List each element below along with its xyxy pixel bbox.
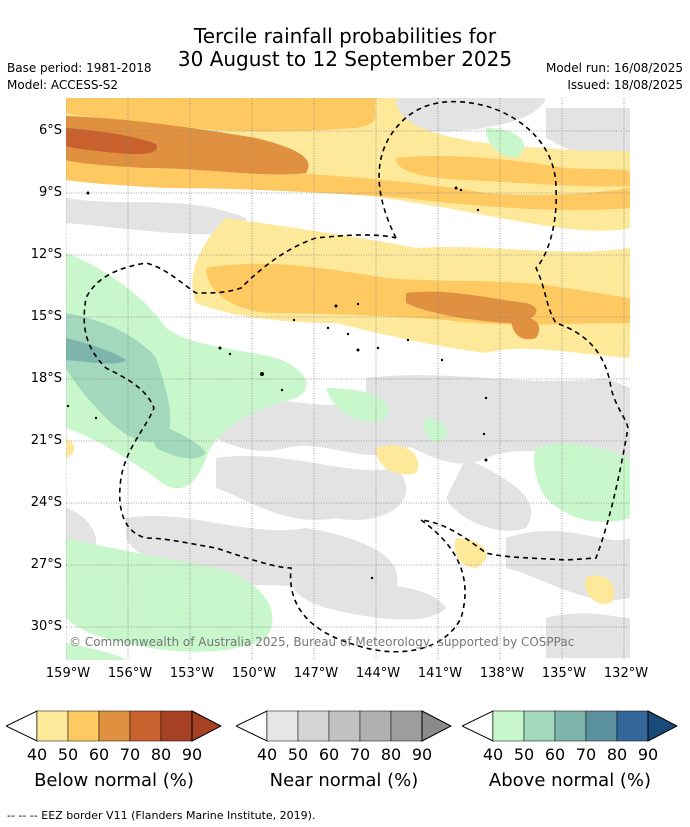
below-normal-70-layer — [66, 128, 157, 155]
legend-tick: 60 — [544, 745, 566, 764]
legend-tick: 90 — [411, 745, 433, 764]
above-normal-60-layer — [66, 338, 126, 364]
issued-date: Issued: 18/08/2025 — [567, 78, 683, 92]
lat-label: 18°S — [30, 371, 62, 386]
legend-tick: 50 — [287, 745, 309, 764]
legend-tick: 50 — [57, 745, 79, 764]
lat-label: 27°S — [30, 557, 62, 572]
model-name: Model: ACCESS-S2 — [7, 78, 119, 92]
lon-label: 138°W — [479, 666, 525, 681]
lon-label: 135°W — [541, 666, 587, 681]
eez-border — [83, 100, 629, 653]
legend-below-normal-title: Below normal (%) — [34, 770, 194, 791]
lon-label: 141°W — [417, 666, 463, 681]
graticule — [66, 98, 630, 660]
legend-tick: 50 — [513, 745, 535, 764]
legend-tick: 40 — [256, 745, 278, 764]
lon-label: 159°W — [45, 666, 91, 681]
lon-label: 132°W — [603, 666, 649, 681]
map-credit: © Commonwealth of Australia 2025, Bureau… — [69, 635, 574, 649]
lat-label: 15°S — [30, 309, 62, 324]
legend-tick: 40 — [26, 745, 48, 764]
legend-tick: 90 — [637, 745, 659, 764]
legend-tick: 60 — [88, 745, 110, 764]
lat-label: 21°S — [30, 433, 62, 448]
title-line-2: 30 August to 12 September 2025 — [177, 47, 513, 71]
title-line-1: Tercile rainfall probabilities for — [193, 24, 497, 48]
legend-tick: 90 — [181, 745, 203, 764]
lon-label: 150°W — [231, 666, 277, 681]
legend-tick: 70 — [119, 745, 141, 764]
islands — [66, 186, 488, 580]
lon-label: 153°W — [169, 666, 215, 681]
legend-below-normal-bar — [6, 710, 222, 742]
legend-tick: 80 — [606, 745, 628, 764]
legend-tick: 70 — [349, 745, 371, 764]
legend-near-normal-bar — [236, 710, 452, 742]
legend-tick: 80 — [150, 745, 172, 764]
base-period: Base period: 1981-2018 — [7, 61, 152, 75]
probability-map: © Commonwealth of Australia 2025, Bureau… — [66, 98, 630, 660]
legend-tick: 80 — [380, 745, 402, 764]
lon-label: 156°W — [107, 666, 153, 681]
legend-tick: 70 — [575, 745, 597, 764]
eez-footnote: -- -- -- EEZ border V11 (Flanders Marine… — [7, 809, 316, 822]
lon-label: 144°W — [355, 666, 401, 681]
model-run: Model run: 16/08/2025 — [545, 61, 683, 75]
lat-label: 24°S — [30, 495, 62, 510]
lat-label: 30°S — [30, 619, 62, 634]
legend-tick: 60 — [318, 745, 340, 764]
legend-above-normal-bar — [462, 710, 678, 742]
lat-label: 12°S — [30, 247, 62, 262]
lat-label: 6°S — [38, 123, 62, 138]
legend-tick: 40 — [482, 745, 504, 764]
near-normal-layer — [66, 98, 630, 658]
legend-near-normal-title: Near normal (%) — [269, 770, 419, 791]
lon-label: 147°W — [293, 666, 339, 681]
legend-above-normal-title: Above normal (%) — [488, 770, 652, 791]
lat-label: 9°S — [38, 185, 62, 200]
